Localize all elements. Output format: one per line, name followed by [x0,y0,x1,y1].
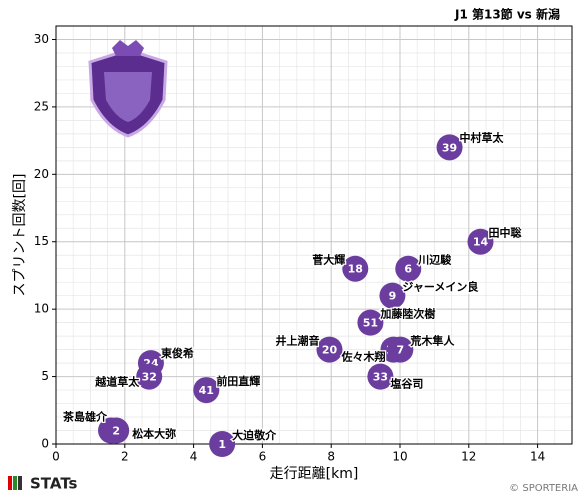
footer-brand: STATs [30,475,78,493]
point-name: 大迫敬介 [232,428,277,442]
x-tick-label: 14 [530,450,545,464]
chart-title: J1 第13節 vs 新潟 [454,7,560,22]
point [316,336,343,363]
point [379,282,406,309]
x-axis-label: 走行距離[km] [270,465,359,482]
point-number: 9 [389,290,397,303]
y-tick-label: 25 [34,99,49,113]
point-name: 東俊希 [161,346,194,360]
y-tick-label: 20 [34,167,49,181]
point [136,363,163,390]
footer-copyright: © SPORTERIA [509,483,578,494]
point-name: 中村草太 [460,130,505,144]
x-tick-label: 2 [121,450,129,464]
point-name: 川辺駿 [417,253,452,267]
x-tick-label: 12 [461,450,476,464]
plot-frame [55,25,573,445]
point-number: 2 [112,425,120,438]
y-tick-label: 10 [34,302,49,316]
logo [88,40,168,138]
point-number: 51 [363,317,378,330]
point-number: 41 [199,384,214,397]
point-name: 越道草太 [94,375,140,389]
point [357,309,384,336]
point-name: 加藤陸次樹 [379,307,435,321]
point-name: 井上潮音 [275,334,319,348]
point-number: 7 [397,344,405,357]
point-name: 塩谷司 [390,377,423,391]
y-tick-label: 5 [41,369,49,383]
x-tick-label: 6 [259,450,267,464]
point-number: 18 [348,263,363,276]
point-name: ジャーメイン良 [402,280,478,294]
point [342,255,369,282]
point [387,336,414,363]
point [367,363,394,390]
point-number: 33 [373,371,388,384]
y-tick-label: 15 [34,234,49,248]
point-name: 前田直輝 [216,374,260,388]
x-tick-label: 10 [392,450,407,464]
point-number: 14 [473,236,489,249]
x-tick-label: 8 [327,450,335,464]
point-name: 荒木隼人 [409,334,455,348]
x-tick-label: 4 [190,450,198,464]
point [467,228,494,255]
point-number: 20 [322,344,338,357]
point [193,377,220,404]
y-axis-label: スプリント回数[回] [12,174,28,297]
footer-logo [8,476,22,490]
point-name: 佐々木翔 [340,350,385,364]
point-name: 菅大輝 [312,253,345,267]
point-name: 茶島雄介 [62,410,108,424]
y-tick-label: 0 [41,437,49,451]
point-number: 1 [218,438,226,451]
y-tick-label: 30 [34,32,49,46]
point-number: 39 [442,141,457,154]
point [436,134,463,161]
x-tick-label: 0 [52,450,60,464]
point-number: 6 [404,263,412,276]
point-name: 田中聡 [488,226,521,240]
point [395,255,422,282]
point-name: 松本大弥 [132,427,176,441]
point [103,417,130,444]
point [209,431,236,457]
point-number: 32 [142,371,157,384]
